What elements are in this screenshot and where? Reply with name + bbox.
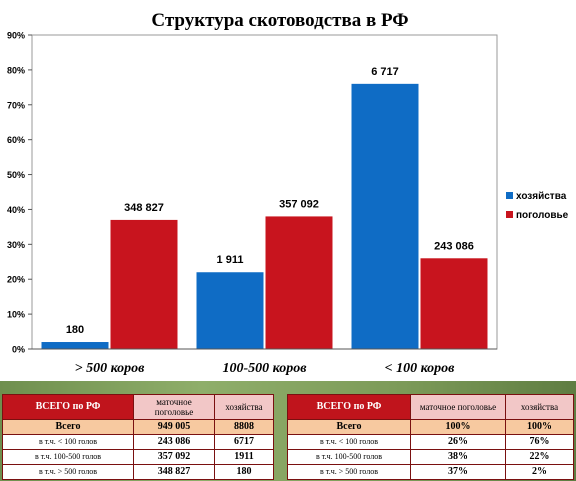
plot-area: [31, 34, 498, 350]
table-row: в т.ч. 100-500 голов 357 092 1911: [2, 449, 274, 465]
table-cell: 8808: [214, 419, 274, 435]
chart-title: Структура скотоводства в РФ: [151, 10, 408, 31]
table-header-row: ВСЕГО по РФ маточное поголовье хозяйства: [2, 394, 274, 420]
table-cell: Всего: [287, 419, 411, 435]
chart-panel: Структура скотоводства в РФ 0% 10% 20% 30% 4…: [6, 10, 569, 376]
table-cell: в т.ч. < 100 голов: [287, 434, 411, 450]
table-cell: в т.ч. 100-500 голов: [2, 449, 134, 465]
bar-livestock: [420, 258, 488, 349]
table-cell: 357 092: [133, 449, 215, 465]
bar-farms: [196, 272, 264, 349]
data-label: 243 086: [434, 240, 474, 252]
x-tick-label: > 500 коров: [75, 361, 146, 376]
legend-label: поголовье: [516, 210, 569, 221]
table-header-cell: ВСЕГО по РФ: [2, 394, 134, 420]
table-row: в т.ч. > 500 голов 348 827 180: [2, 464, 274, 480]
table-absolute: ВСЕГО по РФ маточное поголовье хозяйства…: [2, 394, 274, 480]
table-percent: ВСЕГО по РФ маточное поголовье хозяйства…: [287, 394, 574, 480]
table-cell: 180: [214, 464, 274, 480]
y-tick-label: 10%: [7, 310, 25, 320]
table-cell: 38%: [410, 449, 506, 465]
table-cell: 22%: [505, 449, 574, 465]
table-cell: в т.ч. > 500 голов: [2, 464, 134, 480]
table-cell: 100%: [410, 419, 506, 435]
table-cell: 2%: [505, 464, 574, 480]
table-row: в т.ч. 100-500 голов 38% 22%: [287, 449, 574, 465]
table-header-row: ВСЕГО по РФ маточное поголовье хозяйства: [287, 394, 574, 420]
table-cell: 100%: [505, 419, 574, 435]
y-tick-label: 80%: [7, 65, 25, 75]
table-row: в т.ч. > 500 голов 37% 2%: [287, 464, 574, 480]
data-label: 180: [66, 324, 84, 336]
y-tick-label: 60%: [7, 135, 25, 145]
x-tick-label: 100-500 коров: [223, 361, 308, 376]
table-row: в т.ч. < 100 голов 26% 76%: [287, 434, 574, 450]
table-cell: 26%: [410, 434, 506, 450]
bar-farms: [351, 83, 419, 349]
data-label: 1 911: [217, 254, 244, 266]
y-tick-label: 50%: [7, 170, 25, 180]
data-label: 348 827: [124, 202, 164, 214]
y-tick-label: 30%: [7, 240, 25, 250]
data-label: 6 717: [371, 66, 399, 78]
bar-livestock: [265, 216, 333, 349]
x-tick-label: < 100 коров: [385, 361, 456, 376]
y-tick-label: 70%: [7, 100, 25, 110]
table-cell: в т.ч. 100-500 голов: [287, 449, 411, 465]
table-cell: 37%: [410, 464, 506, 480]
bar-livestock: [110, 219, 178, 349]
data-label: 357 092: [279, 198, 319, 210]
table-header-cell: хозяйства: [214, 394, 274, 420]
table-cell: в т.ч. < 100 голов: [2, 434, 134, 450]
table-row: Всего 949 005 8808: [2, 419, 274, 435]
table-header-cell: ВСЕГО по РФ: [287, 394, 411, 420]
table-cell: 6717: [214, 434, 274, 450]
table-header-cell: хозяйства: [505, 394, 574, 420]
legend-swatch: [506, 192, 513, 199]
bar-chart: Структура скотоводства в РФ 0% 10% 20% 30% 4…: [7, 10, 569, 376]
bar-farms: [41, 342, 109, 349]
table-cell: 76%: [505, 434, 574, 450]
y-tick-label: 0%: [12, 345, 25, 355]
table-cell: 243 086: [133, 434, 215, 450]
y-tick-label: 90%: [7, 31, 25, 41]
y-tick-label: 20%: [7, 275, 25, 285]
table-header-cell: маточное поголовье: [133, 394, 215, 420]
table-cell: в т.ч. > 500 голов: [287, 464, 411, 480]
table-cell: 949 005: [133, 419, 215, 435]
legend-swatch: [506, 211, 513, 218]
table-row: в т.ч. < 100 голов 243 086 6717: [2, 434, 274, 450]
table-cell: Всего: [2, 419, 134, 435]
table-cell: 348 827: [133, 464, 215, 480]
table-row: Всего 100% 100%: [287, 419, 574, 435]
legend-label: хозяйства: [516, 191, 567, 202]
y-tick-label: 40%: [7, 205, 25, 215]
table-cell: 1911: [214, 449, 274, 465]
table-header-cell: маточное поголовье: [410, 394, 506, 420]
